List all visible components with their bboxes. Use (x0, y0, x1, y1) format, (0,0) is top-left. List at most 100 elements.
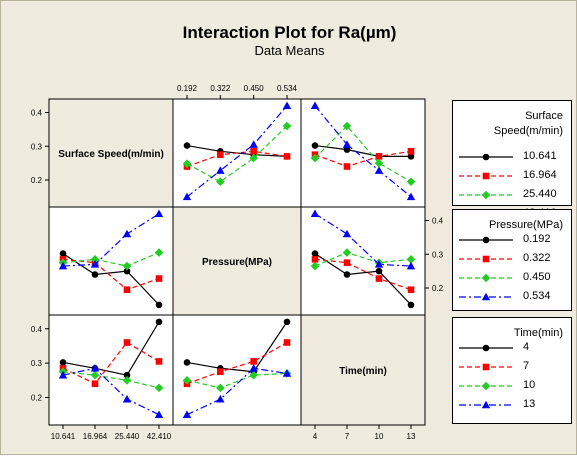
data-point (90, 255, 100, 264)
x-tick-label: 0.450 (244, 84, 265, 93)
data-point (182, 159, 192, 169)
series-line-speed-16.964 (314, 150, 412, 168)
data-point (123, 267, 131, 275)
series-line-time-10 (186, 372, 288, 389)
series-line-pressure-0.450 (62, 252, 160, 267)
data-point (310, 153, 320, 163)
data-point (406, 192, 416, 201)
series-line-pressure-0.192 (314, 253, 412, 306)
data-point (91, 380, 99, 388)
data-point (375, 153, 383, 160)
series-line-pressure-0.322 (314, 258, 412, 291)
data-point (90, 370, 100, 380)
data-point (183, 142, 191, 149)
legend-title-line: Surface (525, 110, 563, 122)
data-point (154, 209, 164, 218)
data-point (375, 275, 383, 282)
chart-title: Interaction Plot for Ra(µm) (182, 23, 397, 42)
legend-time: Time(min) 4 7 10 13 (452, 317, 572, 424)
data-point (90, 363, 100, 372)
legend-swatch (459, 292, 513, 301)
data-point (310, 101, 320, 110)
x-tick-label: 4 (313, 432, 318, 441)
legend-swatch (459, 381, 513, 391)
legend-entry-label: 0.450 (523, 271, 551, 283)
data-point (216, 383, 225, 393)
panel-time-by-pressure (310, 209, 416, 309)
y-tick-label: 0.3 (31, 142, 43, 151)
legend-marker (481, 190, 491, 200)
legend-marker (482, 255, 490, 263)
data-point (406, 177, 416, 186)
legend-swatch (459, 190, 513, 200)
legend-swatch (459, 153, 513, 161)
data-point (407, 153, 415, 160)
series-line-pressure-0.450 (314, 251, 412, 267)
legend-title-line: Speed(m/min) (493, 125, 563, 137)
x-tick-label: 16.964 (83, 432, 108, 441)
series-line-time-4 (186, 321, 288, 373)
data-point (123, 371, 131, 379)
data-point (90, 260, 100, 268)
series-line-pressure-0.534 (314, 213, 412, 267)
x-tick-label: 0.192 (177, 84, 198, 93)
x-tick-label: 13 (407, 432, 416, 441)
data-point (374, 260, 384, 268)
legend-entry-label: 0.192 (523, 233, 551, 245)
data-point (122, 394, 132, 403)
data-point (282, 101, 292, 110)
series-line-pressure-0.192 (62, 253, 160, 306)
series-line-time-13 (186, 367, 288, 416)
data-point (310, 209, 320, 218)
legend-entry-label: 7 (523, 360, 530, 372)
legend-marker (482, 344, 490, 352)
data-point (342, 121, 352, 131)
x-tick-label: 25.440 (115, 432, 140, 441)
x-tick-label: 7 (345, 432, 350, 441)
legend-marker (482, 363, 490, 371)
y-tick-label: 0.3 (31, 359, 43, 368)
factor-label-pressure: Pressure(MPa) (202, 257, 272, 268)
data-point (155, 318, 163, 326)
data-point (58, 261, 68, 270)
data-point (182, 376, 192, 385)
data-point (122, 261, 132, 271)
data-point (343, 259, 351, 266)
series-line-time-13 (62, 367, 160, 416)
x-tick-label: 0.534 (277, 84, 298, 93)
y-tick-label: 0.2 (31, 394, 43, 403)
series-line-speed-16.964 (186, 150, 288, 168)
legend-entry-label: 0.534 (523, 290, 551, 302)
data-point (250, 358, 257, 365)
legend-title-line: Time(min) (513, 327, 563, 339)
legend-swatch (459, 363, 513, 371)
data-point (216, 166, 225, 174)
data-point (282, 121, 292, 131)
data-point (249, 370, 258, 380)
y-tick-label: 0.3 (432, 250, 444, 259)
legend-marker (481, 292, 491, 301)
y-tick-label: 0.4 (31, 109, 43, 118)
legend-swatch (459, 236, 513, 244)
diagonal-factor-cell (172, 206, 302, 316)
legend-marker (481, 400, 491, 409)
data-point (283, 318, 291, 326)
data-point (282, 369, 292, 377)
data-point (283, 339, 291, 346)
legend-marker (481, 381, 491, 391)
series-line-speed-42.410 (186, 105, 288, 198)
factor-label-time: Time(min) (339, 366, 387, 377)
data-point (155, 275, 163, 282)
series-line-speed-25.440 (186, 125, 288, 183)
x-tick-label: 42.410 (147, 432, 172, 441)
data-point (283, 153, 291, 160)
legend-title: Pressure(MPa) (489, 218, 563, 233)
panel-speed-by-pressure (58, 209, 164, 309)
data-point (407, 148, 415, 155)
data-point (154, 410, 164, 418)
data-point (343, 146, 351, 153)
data-point (59, 359, 67, 366)
series-line-time-4 (62, 321, 160, 376)
